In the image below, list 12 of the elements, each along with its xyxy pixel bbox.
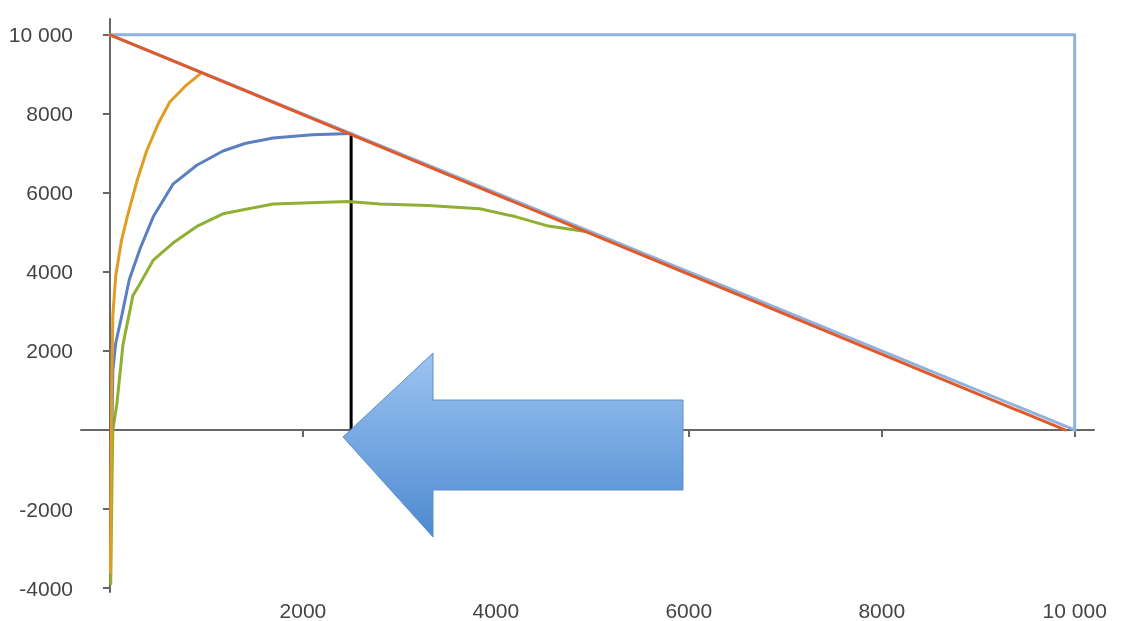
y-tick-label: 10 000 (8, 23, 73, 47)
y-tick-label: 2000 (26, 339, 73, 363)
x-tick-label: 6000 (665, 599, 713, 621)
y-tick-label: 4000 (26, 260, 73, 284)
x-tick-label: 10 000 (1042, 599, 1107, 621)
x-tick-label: 2000 (279, 599, 327, 621)
y-tick-label: -2000 (19, 497, 73, 521)
y-tick-label: -4000 (19, 576, 73, 600)
x-tick-label: 8000 (858, 599, 906, 621)
y-tick-label: 8000 (26, 102, 73, 126)
x-tick-label: 4000 (472, 599, 520, 621)
y-tick-label: 6000 (26, 181, 73, 205)
